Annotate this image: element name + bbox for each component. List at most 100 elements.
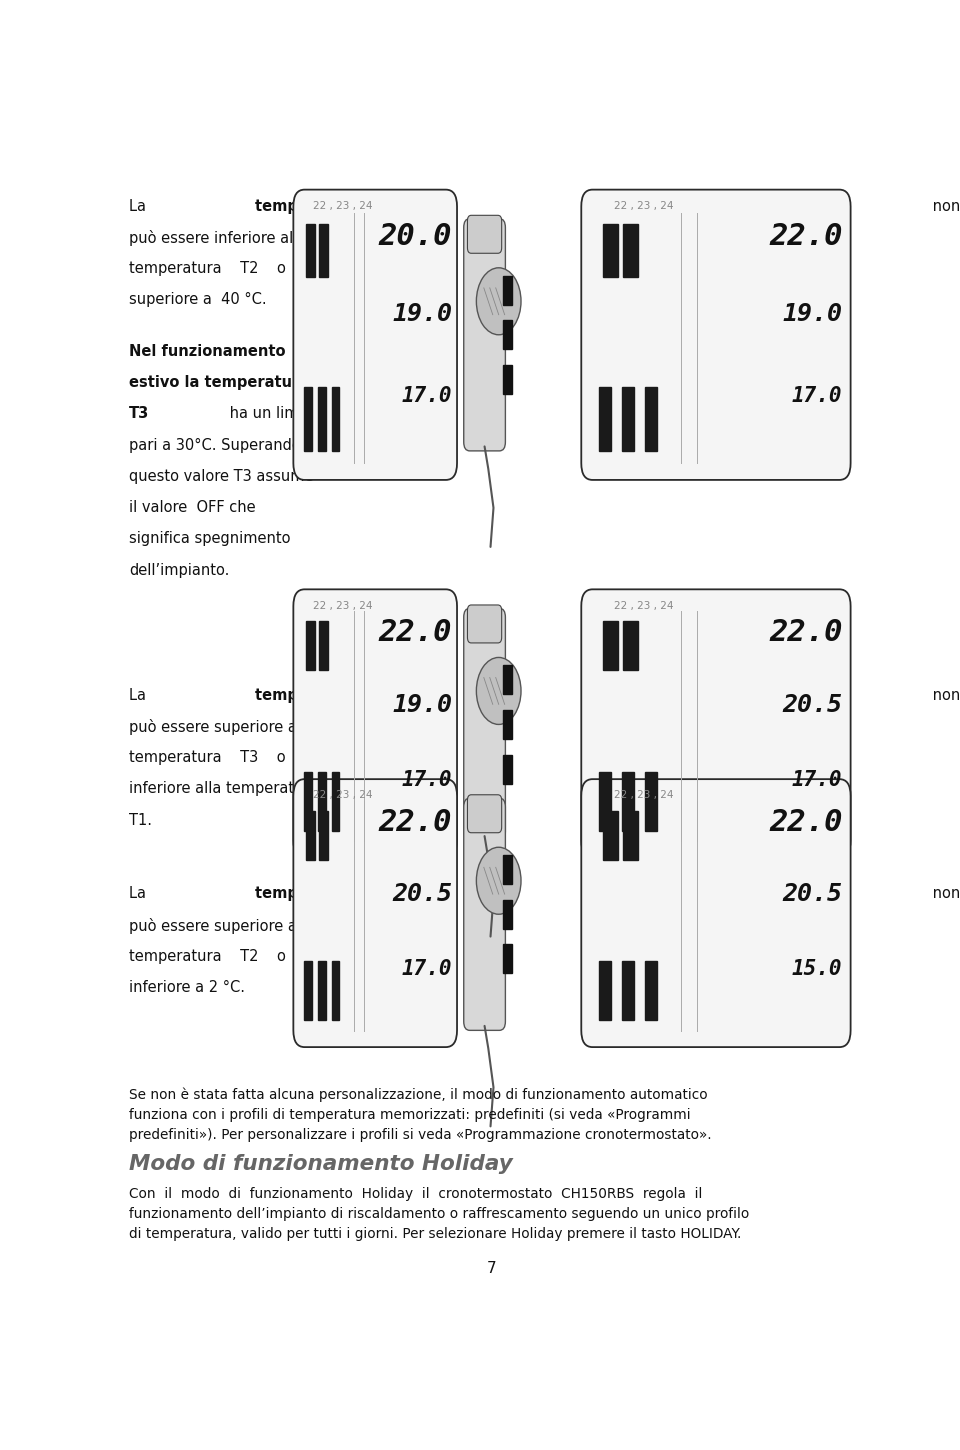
Bar bbox=[603, 225, 617, 277]
Text: 19.0: 19.0 bbox=[392, 303, 452, 326]
Bar bbox=[304, 961, 312, 1021]
FancyBboxPatch shape bbox=[468, 795, 502, 832]
Bar bbox=[306, 812, 316, 860]
FancyBboxPatch shape bbox=[464, 609, 505, 841]
Text: 17.0: 17.0 bbox=[792, 386, 843, 406]
Text: inferiore a 2 °C.: inferiore a 2 °C. bbox=[129, 980, 245, 995]
Text: temperatura    T2    o: temperatura T2 o bbox=[129, 261, 286, 276]
Text: Se non è stata fatta alcuna personalizzazione, il modo di funzionamento automati: Se non è stata fatta alcuna personalizza… bbox=[129, 1088, 711, 1143]
Text: temperatura    T3    o: temperatura T3 o bbox=[129, 750, 285, 766]
Bar bbox=[623, 622, 637, 670]
Text: non: non bbox=[928, 886, 960, 902]
FancyBboxPatch shape bbox=[294, 779, 457, 1047]
Text: Nel funzionamento: Nel funzionamento bbox=[129, 344, 285, 358]
Text: temperatura T2: temperatura T2 bbox=[255, 687, 386, 703]
Text: 22 , 23 , 24: 22 , 23 , 24 bbox=[313, 600, 372, 610]
Text: inferiore alla temperatura: inferiore alla temperatura bbox=[129, 782, 319, 796]
Text: il valore  OFF che: il valore OFF che bbox=[129, 500, 255, 515]
Text: pari a 30°C. Superando: pari a 30°C. Superando bbox=[129, 438, 300, 452]
Text: 17.0: 17.0 bbox=[401, 386, 452, 406]
Bar bbox=[306, 225, 316, 277]
FancyBboxPatch shape bbox=[464, 798, 505, 1031]
Bar bbox=[599, 961, 612, 1021]
Text: temperatura    T2    o: temperatura T2 o bbox=[129, 948, 286, 964]
Text: 15.0: 15.0 bbox=[792, 960, 843, 979]
FancyBboxPatch shape bbox=[294, 190, 457, 480]
Circle shape bbox=[476, 657, 521, 725]
Text: Con  il  modo  di  funzionamento  Holiday  il  cronotermostato  CH150RBS  regola: Con il modo di funzionamento Holiday il … bbox=[129, 1186, 749, 1241]
Text: dell’impianto.: dell’impianto. bbox=[129, 563, 229, 577]
Bar bbox=[503, 899, 512, 929]
Bar bbox=[503, 276, 512, 304]
Text: 19.0: 19.0 bbox=[782, 303, 843, 326]
Text: 22 , 23 , 24: 22 , 23 , 24 bbox=[313, 790, 372, 800]
FancyBboxPatch shape bbox=[581, 190, 851, 480]
Text: 22.0: 22.0 bbox=[769, 618, 843, 647]
Bar bbox=[318, 387, 325, 451]
Text: può essere inferiore alla: può essere inferiore alla bbox=[129, 231, 306, 247]
Text: La: La bbox=[129, 687, 151, 703]
Text: significa spegnimento: significa spegnimento bbox=[129, 531, 291, 547]
Bar bbox=[304, 387, 312, 451]
Text: non: non bbox=[928, 687, 960, 703]
Text: 22.0: 22.0 bbox=[769, 222, 843, 251]
Circle shape bbox=[476, 847, 521, 915]
Text: Modo di funzionamento Holiday: Modo di funzionamento Holiday bbox=[129, 1154, 513, 1174]
Bar bbox=[623, 812, 637, 860]
Bar bbox=[603, 812, 617, 860]
Text: T3: T3 bbox=[129, 406, 149, 422]
Bar bbox=[503, 320, 512, 349]
Bar bbox=[332, 771, 340, 831]
Text: 20.5: 20.5 bbox=[782, 693, 843, 716]
Text: 22 , 23 , 24: 22 , 23 , 24 bbox=[313, 200, 372, 210]
Bar bbox=[622, 961, 635, 1021]
Bar bbox=[503, 754, 512, 783]
Text: non: non bbox=[928, 199, 960, 213]
Text: 20.5: 20.5 bbox=[782, 883, 843, 906]
FancyBboxPatch shape bbox=[294, 589, 457, 857]
Text: La: La bbox=[129, 199, 151, 213]
Circle shape bbox=[476, 268, 521, 335]
Bar bbox=[503, 944, 512, 973]
Text: 22 , 23 , 24: 22 , 23 , 24 bbox=[613, 600, 673, 610]
Text: questo valore T3 assume: questo valore T3 assume bbox=[129, 468, 313, 484]
Bar bbox=[503, 666, 512, 695]
Bar bbox=[644, 771, 658, 831]
Text: 22 , 23 , 24: 22 , 23 , 24 bbox=[613, 790, 673, 800]
Text: 7: 7 bbox=[487, 1262, 497, 1276]
Text: 17.0: 17.0 bbox=[792, 770, 843, 790]
Bar bbox=[318, 771, 325, 831]
Text: 20.0: 20.0 bbox=[378, 222, 452, 251]
FancyBboxPatch shape bbox=[581, 589, 851, 857]
Bar bbox=[599, 771, 612, 831]
FancyBboxPatch shape bbox=[581, 779, 851, 1047]
FancyBboxPatch shape bbox=[464, 219, 505, 451]
Text: 17.0: 17.0 bbox=[401, 770, 452, 790]
Text: temperatura T1: temperatura T1 bbox=[255, 886, 386, 902]
Bar bbox=[622, 387, 635, 451]
Text: può essere superiore alla: può essere superiore alla bbox=[129, 918, 314, 934]
Text: estivo la temperatura: estivo la temperatura bbox=[129, 376, 309, 390]
Bar bbox=[599, 387, 612, 451]
Bar bbox=[603, 622, 617, 670]
Text: temperatura T3: temperatura T3 bbox=[255, 199, 386, 213]
Bar bbox=[332, 387, 340, 451]
FancyBboxPatch shape bbox=[468, 215, 502, 254]
Bar bbox=[304, 771, 312, 831]
FancyBboxPatch shape bbox=[468, 605, 502, 642]
Text: 20.5: 20.5 bbox=[392, 883, 452, 906]
Text: 19.0: 19.0 bbox=[392, 693, 452, 716]
Bar bbox=[319, 225, 327, 277]
Bar bbox=[644, 961, 658, 1021]
Bar bbox=[644, 387, 658, 451]
Text: può essere superiore alla: può essere superiore alla bbox=[129, 719, 314, 735]
Bar bbox=[623, 225, 637, 277]
Bar bbox=[622, 771, 635, 831]
Bar bbox=[332, 961, 340, 1021]
Text: 22.0: 22.0 bbox=[378, 618, 452, 647]
Text: ha un limite superiore: ha un limite superiore bbox=[225, 406, 392, 422]
Text: 22 , 23 , 24: 22 , 23 , 24 bbox=[613, 200, 673, 210]
Bar bbox=[503, 710, 512, 740]
Text: 22.0: 22.0 bbox=[769, 808, 843, 837]
Text: T1.: T1. bbox=[129, 812, 152, 828]
